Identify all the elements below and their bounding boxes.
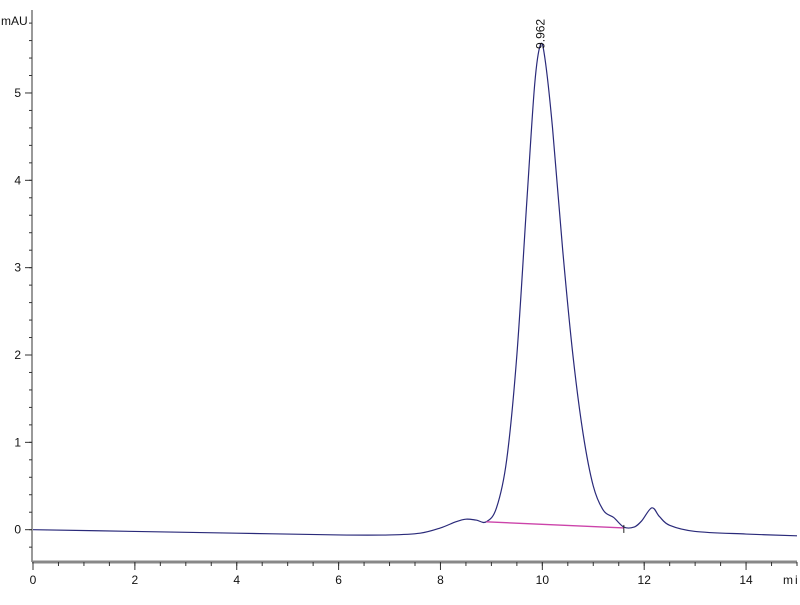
chromatogram-trace [32, 42, 798, 537]
y-tick-label: 0 [14, 523, 21, 537]
x-axis-label: min [783, 573, 800, 587]
x-tick-label: 10 [536, 573, 550, 587]
x-tick-label: 8 [437, 573, 444, 587]
y-tick-label: 5 [14, 86, 21, 100]
x-tick-label: 2 [132, 573, 139, 587]
y-tick-label: 3 [14, 261, 21, 275]
x-tick-label: 4 [233, 573, 240, 587]
x-tick-label: 12 [638, 573, 652, 587]
y-tick-label: 2 [14, 348, 21, 362]
x-tick-label: 6 [335, 573, 342, 587]
y-tick-label: 4 [14, 173, 21, 187]
y-tick-label: 1 [14, 435, 21, 449]
y-axis-label: mAU [1, 14, 28, 28]
x-tick-label: 0 [30, 573, 37, 587]
integration-baseline [486, 521, 624, 529]
x-tick-label: 14 [739, 573, 753, 587]
peak-retention-label: 9.962 [533, 19, 547, 49]
